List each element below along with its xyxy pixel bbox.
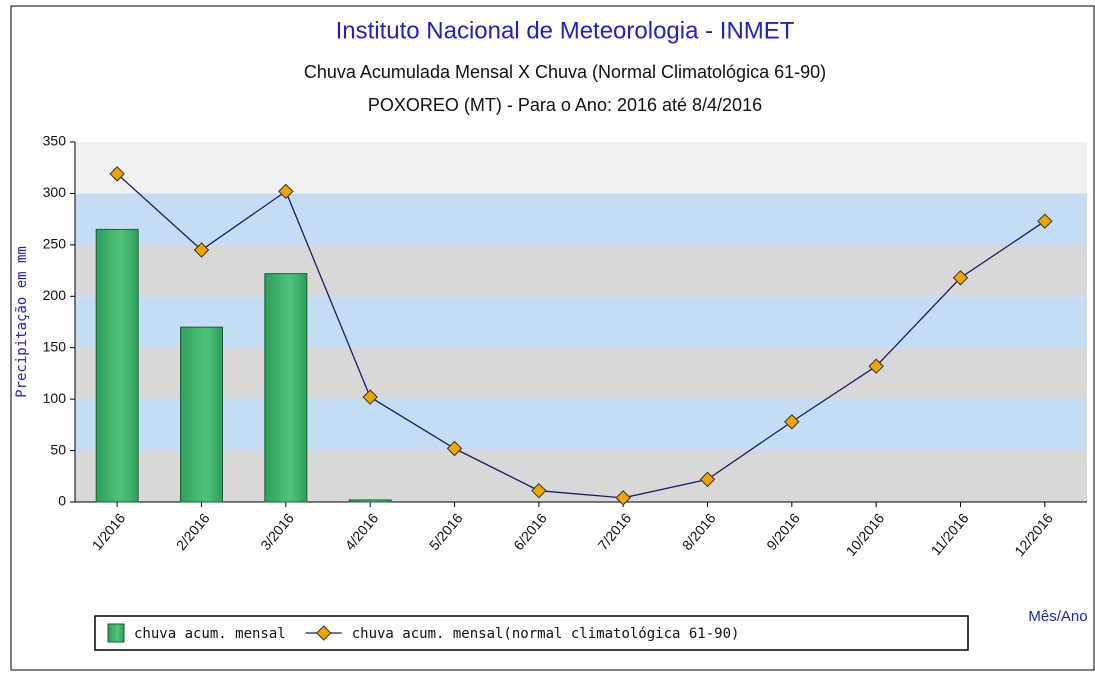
grid-band — [75, 193, 1087, 245]
marker — [531, 482, 547, 499]
grid-band — [75, 399, 1087, 451]
y-tick-label: 50 — [50, 441, 66, 457]
y-tick-label: 150 — [43, 338, 67, 354]
marker — [362, 389, 378, 405]
chart-subtitle: POXOREO (MT) - Para o Ano: 2016 até 8/4/… — [368, 95, 762, 115]
line — [116, 173, 1046, 499]
y-tick-label: 0 — [58, 493, 66, 509]
marker — [278, 183, 294, 200]
grid-band — [75, 244, 1087, 297]
y-tick-label: 100 — [43, 390, 67, 406]
bar — [264, 273, 308, 503]
legend-label: chuva acum. mensal(normal climatológica … — [352, 626, 740, 642]
x-axis-label: Mês/Ano — [1028, 608, 1087, 625]
bar — [95, 228, 139, 503]
legend-label: chuva acum. mensal — [134, 626, 286, 642]
y-axis-label: Precipitação em mm — [14, 246, 30, 398]
grid-band — [75, 347, 1087, 400]
marker — [109, 166, 125, 182]
bar — [180, 326, 223, 503]
legend — [94, 615, 969, 651]
y-tick-label: 350 — [43, 133, 67, 149]
grid-band — [75, 450, 1087, 502]
y-tick-label: 300 — [43, 184, 67, 200]
marker — [193, 242, 210, 258]
chart-subtitle: Chuva Acumulada Mensal X Chuva (Normal C… — [304, 62, 826, 82]
marker — [952, 270, 969, 286]
marker — [699, 471, 716, 488]
marker — [868, 358, 884, 374]
legend-swatch — [107, 623, 125, 643]
marker — [615, 490, 631, 506]
grid-band — [75, 142, 1087, 194]
marker — [1037, 213, 1053, 229]
y-tick-label: 200 — [43, 287, 67, 303]
marker — [784, 414, 800, 430]
bar — [348, 499, 392, 503]
legend-swatch — [316, 625, 332, 641]
marker — [446, 440, 463, 457]
y-tick-label: 250 — [43, 236, 67, 252]
chart-title: Instituto Nacional de Meteorologia - INM… — [336, 17, 795, 44]
